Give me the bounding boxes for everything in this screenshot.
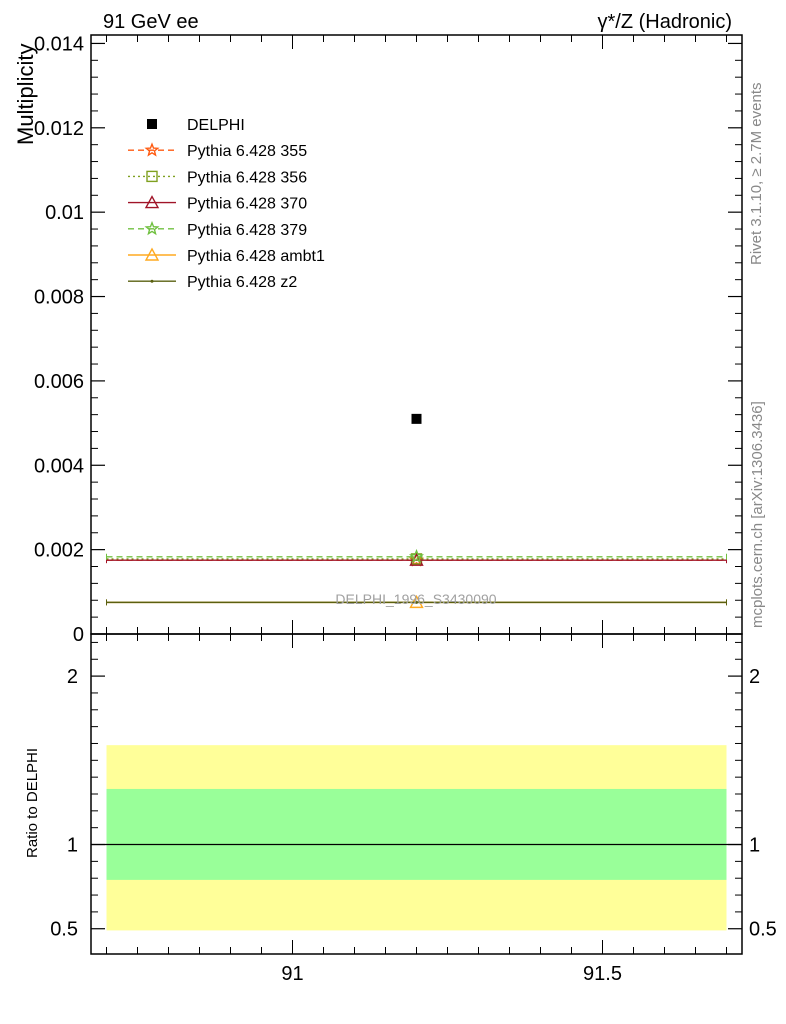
legend-item: Pythia 6.428 379: [128, 220, 307, 239]
header-left-title: 91 GeV ee: [103, 11, 199, 33]
ratio-y-tick-label-right: 1: [749, 835, 760, 857]
ratio-y-tick-label: 0.5: [50, 919, 78, 941]
ratio-panel: 0.5 0.5 1 1 2 2 91 91.5: [50, 633, 777, 985]
legend-item: DELPHI: [147, 117, 245, 134]
delphi-data-point: [411, 413, 422, 424]
y-tick-label: 0: [73, 624, 84, 646]
legend-marker: [147, 119, 157, 129]
ratio-y-tick-label: 1: [67, 835, 78, 857]
y-tick-label: 0.012: [34, 118, 84, 140]
legend-marker: [144, 142, 160, 157]
ratio-y-axis-label: Ratio to DELPHI: [24, 748, 41, 858]
x-tick-label: 91.5: [583, 963, 622, 985]
legend-marker: [146, 170, 158, 183]
legend-label: Pythia 6.428 355: [187, 143, 307, 160]
analysis-watermark: DELPHI_1996_S3430090: [335, 591, 496, 607]
legend-label: Pythia 6.428 356: [187, 169, 307, 186]
legend-marker: [150, 279, 154, 283]
legend-item: Pythia 6.428 355: [128, 142, 307, 160]
rivet-version-text: Rivet 3.1.10, ≥ 2.7M events: [748, 83, 765, 266]
legend-item: Pythia 6.428 ambt1: [128, 247, 325, 265]
series-marker-5: [415, 600, 418, 604]
legend-label: Pythia 6.428 ambt1: [187, 248, 325, 265]
ratio-y-tick-label-right: 2: [749, 666, 760, 688]
main-y-axis-label: Multiplicity: [13, 44, 38, 145]
legend-item: Pythia 6.428 z2: [128, 274, 297, 291]
y-tick-label: 0.004: [34, 455, 84, 477]
y-tick-label: 0.01: [45, 202, 84, 224]
legend-label: Pythia 6.428 379: [187, 222, 307, 239]
legend-marker: [144, 195, 160, 209]
x-tick-label: 91: [281, 963, 303, 985]
legend-item: Pythia 6.428 356: [128, 169, 307, 186]
legend-label: Pythia 6.428 z2: [187, 274, 297, 291]
y-tick-label: 0.014: [34, 33, 84, 55]
legend-item: Pythia 6.428 370: [128, 195, 307, 213]
legend-label: Pythia 6.428 370: [187, 196, 307, 213]
ratio-band-green: [106, 788, 727, 880]
legend-marker: [144, 247, 160, 261]
ratio-y-tick-label: 2: [67, 666, 78, 688]
series-marker-3: [408, 548, 425, 564]
y-tick-label: 0.008: [34, 287, 84, 309]
ratio-y-tick-label-right: 0.5: [749, 919, 777, 941]
legend: DELPHI Pythia 6.428 355 Pythia 6.428 356 Py…: [128, 117, 325, 291]
header-right-title: γ*/Z (Hadronic): [598, 11, 732, 33]
legend-label: DELPHI: [187, 117, 245, 134]
y-tick-label: 0.006: [34, 371, 84, 393]
y-tick-label: 0.002: [34, 540, 84, 562]
mcplots-text: mcplots.cern.ch [arXiv:1306.3436]: [749, 401, 766, 628]
main-panel: 0 0.002 0.004 0.006 0.008 0.01 0.012 0.014: [34, 33, 743, 646]
legend-marker: [144, 220, 160, 236]
